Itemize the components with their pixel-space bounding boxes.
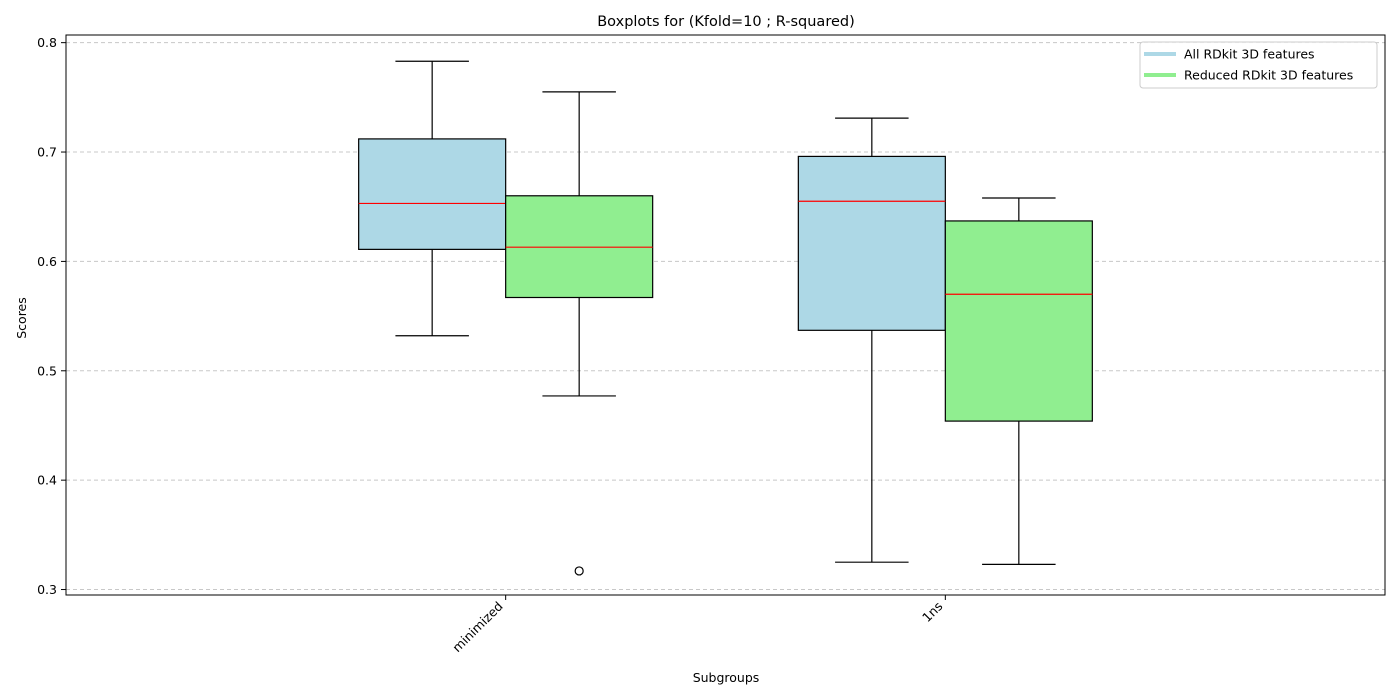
plot-frame — [65, 34, 1386, 596]
y-axis-label: Scores — [14, 297, 29, 339]
box-1-0 — [797, 117, 946, 563]
x-axis-label: Subgroups — [693, 670, 760, 685]
y-axis: 0.3 0.4 0.5 0.6 0.7 0.8 — [37, 35, 66, 597]
box-0-0 — [358, 60, 507, 337]
boxes-layer — [358, 60, 1093, 576]
y-tick-label: 0.6 — [37, 254, 57, 269]
legend-entry: Reduced RDkit 3D features — [1184, 68, 1353, 83]
y-tick-label: 0.3 — [37, 582, 57, 597]
y-tick-label: 0.4 — [37, 473, 57, 488]
y-tick-label: 0.8 — [37, 35, 57, 50]
outlier-point — [574, 566, 584, 576]
x-axis: minimized 1ns — [449, 595, 946, 655]
legend-frame — [1139, 41, 1378, 89]
box-0-1 — [505, 91, 654, 576]
legend: All RDkit 3D features Reduced RDkit 3D fe… — [1139, 41, 1378, 89]
chart-title: Boxplots for (Kfold=10 ; R-squared) — [597, 14, 855, 30]
y-tick-label: 0.7 — [37, 145, 57, 160]
box-body — [358, 138, 507, 250]
legend-entry: All RDkit 3D features — [1184, 47, 1315, 62]
y-tick-label: 0.5 — [37, 363, 57, 378]
box-body — [944, 220, 1093, 422]
box-body — [797, 155, 946, 331]
x-tick-label: 1ns — [919, 599, 945, 625]
box-1-1 — [944, 197, 1093, 565]
grid-lines — [66, 42, 1385, 591]
x-tick-label: minimized — [449, 599, 505, 655]
